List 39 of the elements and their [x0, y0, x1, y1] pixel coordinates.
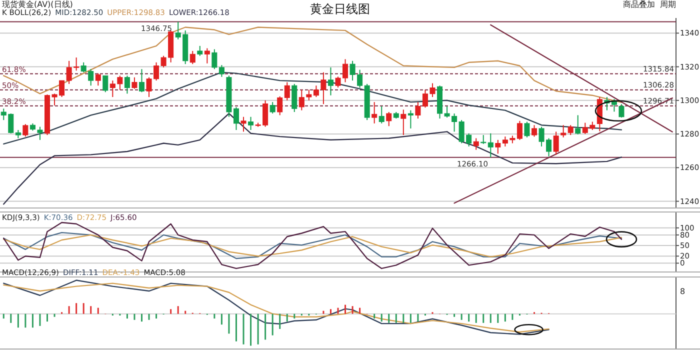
candlestick — [132, 76, 138, 90]
candlestick — [292, 83, 298, 112]
candlestick — [568, 124, 574, 136]
candlestick — [553, 131, 559, 156]
text: 商品叠加 — [623, 0, 655, 9]
candlestick — [270, 102, 276, 114]
candlestick — [240, 116, 246, 132]
text: 周期 — [660, 0, 676, 9]
candlestick — [328, 66, 334, 96]
candlestick — [473, 138, 479, 150]
candlestick — [532, 124, 538, 138]
text: 现货黄金(AV)(日线) — [2, 0, 73, 9]
chart-title: 黄金日线图 — [310, 2, 370, 16]
candlestick — [190, 50, 196, 65]
candlestick — [204, 48, 210, 64]
candlestick — [22, 124, 28, 138]
candlestick — [560, 124, 566, 138]
candlestick — [386, 111, 392, 127]
candlestick — [138, 68, 144, 93]
candlestick — [408, 110, 414, 129]
line-series — [3, 26, 622, 104]
candlestick — [524, 121, 530, 138]
candlestick — [575, 114, 581, 135]
candlestick — [372, 102, 378, 124]
candlestick — [495, 139, 501, 154]
text: 8 — [680, 287, 686, 296]
candlestick — [37, 126, 43, 140]
candlestick — [284, 82, 290, 101]
candlestick — [488, 132, 494, 158]
candlestick — [124, 75, 130, 94]
candlestick — [378, 106, 384, 124]
candlestick — [277, 96, 283, 116]
candlestick — [95, 72, 101, 86]
candlestick — [400, 109, 406, 136]
candlestick — [618, 104, 624, 118]
candlestick — [197, 45, 203, 56]
candlestick — [248, 116, 254, 130]
line-series — [3, 112, 622, 205]
candlestick — [102, 75, 108, 93]
